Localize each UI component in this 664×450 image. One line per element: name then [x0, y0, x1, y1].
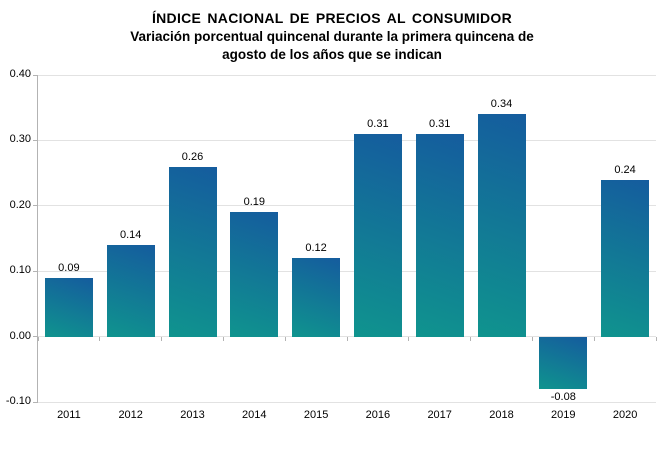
bar-2012	[106, 245, 155, 337]
bar-2019	[539, 336, 588, 389]
data-label-2013: 0.26	[181, 150, 204, 163]
x-axis-label-2020: 2020	[612, 409, 638, 421]
x-axis-label-2017: 2017	[427, 409, 452, 421]
x-axis-label-2012: 2012	[118, 409, 143, 421]
gridline	[38, 74, 656, 76]
x-axis-tick	[531, 336, 533, 341]
y-axis-tick-label: 0.40	[9, 68, 31, 80]
data-label-2012: 0.14	[119, 229, 142, 242]
data-label-2015: 0.12	[305, 242, 327, 255]
chart-subtitle-line-1: Variación porcentual quincenal durante l…	[130, 29, 534, 44]
bar-2018	[477, 114, 526, 337]
gridline	[38, 205, 656, 207]
data-label-2017: 0.31	[428, 117, 451, 130]
plot-area: 0.40 0.30 0.20 0.10 0.00 -0.10 0.09 2011 0.14 201…	[6, 68, 657, 421]
y-axis-tick	[33, 205, 38, 207]
gridline	[38, 401, 656, 403]
chart-header: ÍNDICE NACIONAL DE PRECIOS AL CONSUMIDOR…	[0, 8, 664, 64]
y-axis-tick-label: 0.30	[9, 133, 31, 146]
x-axis-label-2019: 2019	[551, 409, 576, 421]
bar-2011	[44, 277, 93, 337]
x-axis-tick	[655, 336, 657, 341]
x-axis-label-2013: 2013	[180, 409, 205, 421]
data-label-2014: 0.19	[243, 196, 265, 209]
y-axis-tick	[33, 270, 38, 272]
x-axis-tick	[161, 336, 163, 341]
y-axis-tick	[33, 336, 38, 338]
y-axis-tick-label: 0.20	[9, 198, 31, 211]
x-axis-tick	[593, 336, 595, 341]
x-axis-label-2018: 2018	[489, 409, 514, 421]
y-axis-tick-label: 0.00	[9, 329, 31, 342]
x-axis-tick	[470, 336, 472, 341]
chart-title: ÍNDICE NACIONAL DE PRECIOS AL CONSUMIDOR	[151, 10, 513, 26]
x-axis-tick	[346, 336, 348, 341]
data-label-2020: 0.24	[614, 163, 636, 176]
x-axis-tick	[99, 336, 101, 341]
gridline	[38, 270, 656, 272]
y-axis-tick	[33, 139, 38, 141]
y-axis-tick-label: 0.10	[9, 264, 31, 277]
bar-2016	[353, 133, 402, 337]
x-axis-tick	[408, 336, 410, 341]
bar-2014	[230, 212, 279, 337]
chart-subtitle-line-2: agosto de los años que se indican	[222, 47, 442, 62]
y-axis-tick	[33, 401, 38, 403]
x-axis-label-2016: 2016	[365, 409, 391, 421]
y-axis-tick	[33, 74, 38, 76]
x-axis-tick	[284, 336, 286, 341]
x-axis-tick	[222, 336, 224, 341]
data-label-2018: 0.34	[490, 98, 513, 111]
x-axis-tick	[37, 336, 39, 341]
gridline	[38, 139, 656, 141]
bar-2013	[168, 166, 217, 337]
y-axis-tick-label: -0.10	[5, 395, 31, 407]
data-label-2019: -0.08	[550, 390, 576, 403]
x-axis-label-2014: 2014	[242, 409, 267, 421]
data-label-2011: 0.09	[58, 261, 80, 274]
bar-2020	[601, 179, 650, 337]
bar-2017	[415, 133, 464, 337]
bar-2015	[292, 258, 341, 337]
x-axis-label-2015: 2015	[303, 409, 329, 421]
x-axis-label-2011: 2011	[57, 409, 81, 421]
data-label-2016: 0.31	[367, 117, 389, 130]
